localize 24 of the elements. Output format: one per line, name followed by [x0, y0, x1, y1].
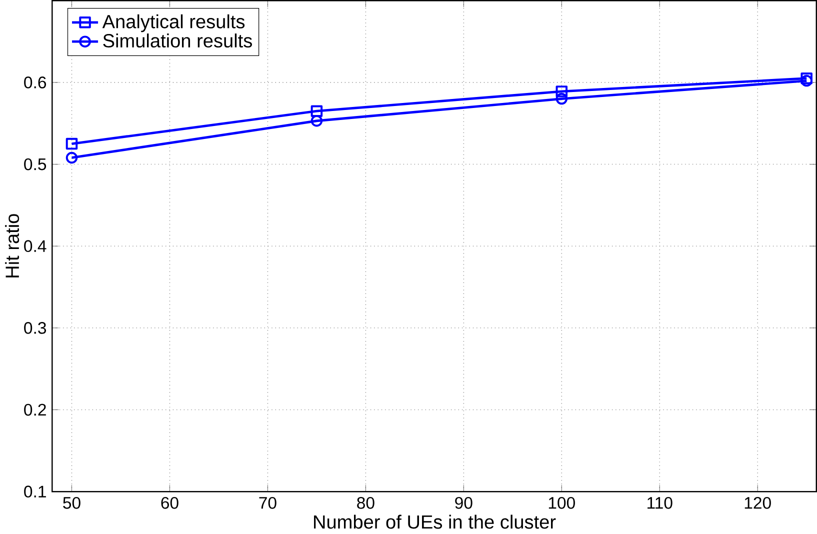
- legend-label: Simulation results: [103, 34, 252, 48]
- y-tick-label: 0.2: [24, 404, 46, 416]
- point: [800, 72, 812, 84]
- x-tick-label: 70: [259, 497, 276, 509]
- x-tick-label: 80: [357, 497, 374, 509]
- point: [556, 93, 568, 105]
- point: [556, 86, 568, 98]
- x-tick-label: 60: [161, 497, 178, 509]
- point: [66, 152, 78, 164]
- x-tick-label: 90: [455, 497, 472, 509]
- y-tick-label: 0.4: [24, 240, 46, 252]
- point: [66, 138, 78, 150]
- y-tick-label: 0.1: [24, 486, 46, 498]
- y-tick-label: 0.6: [24, 76, 46, 88]
- x-tick-label: 110: [648, 497, 672, 509]
- x-tick-label: 100: [548, 497, 575, 509]
- y-tick-label: 0.5: [24, 158, 46, 170]
- x-tick-label: 120: [744, 497, 771, 509]
- legend-label: Analytical results: [102, 14, 245, 32]
- x-axis-title: Number of UEs in the cluster: [314, 514, 556, 529]
- x-tick-label: 50: [63, 497, 80, 509]
- point: [310, 105, 323, 118]
- y-axis-title: Hit ratio: [5, 214, 20, 278]
- y-tick-label: 0.3: [24, 322, 46, 334]
